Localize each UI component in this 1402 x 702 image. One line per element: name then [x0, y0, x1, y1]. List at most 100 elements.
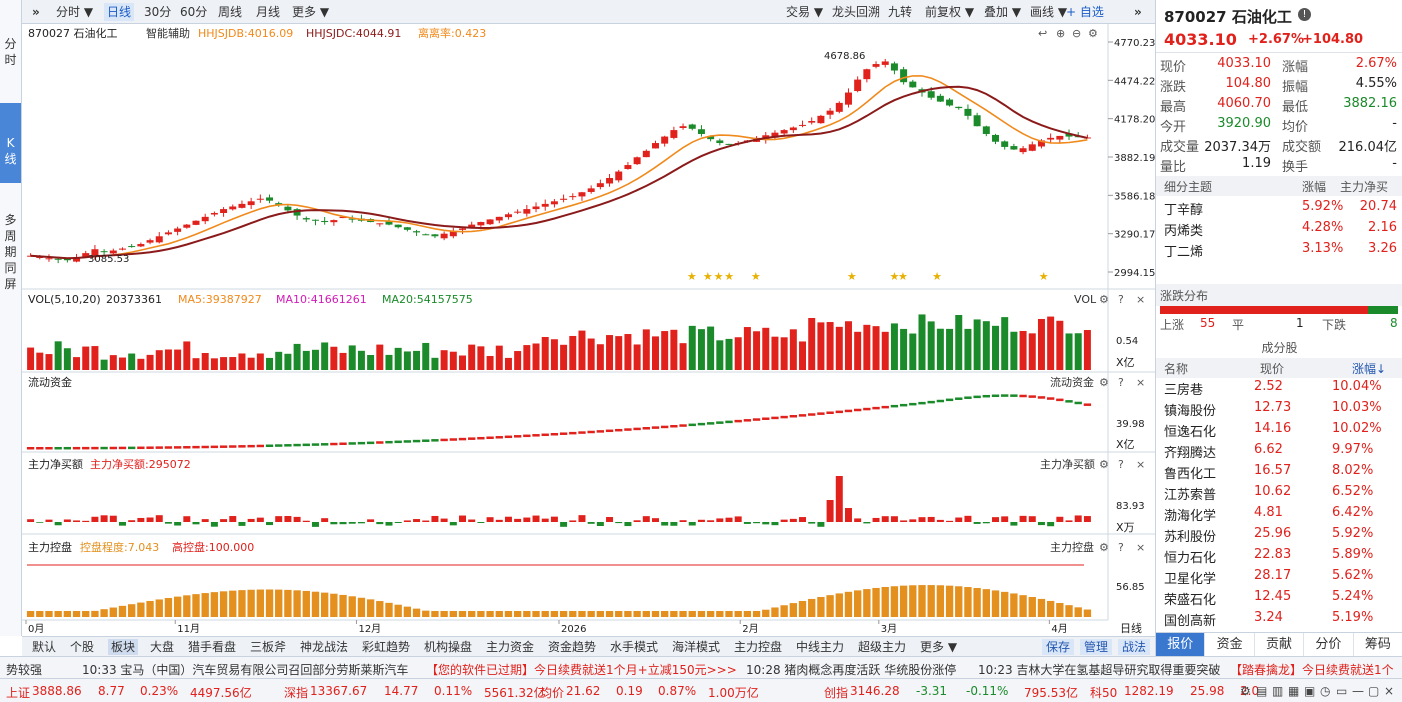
ticker-item-0[interactable]: 势较强 [6, 663, 43, 677]
net-settings-icon[interactable]: ⚙ [1099, 458, 1109, 471]
stock-row[interactable]: 苏利股份 25.96 5.92% [1156, 525, 1402, 545]
stock-row[interactable]: 恒逸石化 14.16 10.02% [1156, 420, 1402, 440]
toolbar-icon[interactable]: ▭ [1336, 684, 1348, 698]
indicator-tab[interactable]: 海洋模式 [672, 640, 721, 654]
tab-price-dist[interactable]: 分价 [1304, 633, 1354, 656]
overlay-menu[interactable]: 叠加 ▼ [984, 5, 1022, 19]
tab-30min[interactable]: 30分 [144, 5, 172, 19]
info-icon[interactable]: ! [1298, 8, 1311, 21]
index-field[interactable]: 科50 [1090, 686, 1118, 700]
settings-icon[interactable]: ⚙ [1088, 27, 1098, 40]
tab-monthly[interactable]: 月线 [256, 5, 281, 19]
leftbar-multi-5[interactable]: 屏 [4, 277, 17, 291]
theme-row[interactable]: 丁辛醇 5.92% 20.74 [1156, 198, 1402, 218]
ticker-item-4[interactable]: 10:23 吉林大学在氢基超导研究取得重要突破 [978, 663, 1221, 677]
stock-row[interactable]: 卫星化学 28.17 5.62% [1156, 567, 1402, 587]
indicator-tab[interactable]: 主力资金 [486, 640, 535, 654]
tab-fund[interactable]: 资金 [1205, 633, 1255, 656]
index-field[interactable]: 均价 [540, 686, 565, 700]
leftbar-kline[interactable]: K 线 [0, 103, 21, 183]
tab-weekly[interactable]: 周线 [218, 5, 243, 19]
smart-assist-toggle[interactable]: 智能辅助 [146, 26, 190, 40]
stock-row[interactable]: 国创高新 3.24 5.19% [1156, 609, 1402, 629]
ticker-item-5[interactable]: 【踏春擒龙】今日续费就送1个 [1230, 663, 1394, 677]
indicator-tab[interactable]: 机构操盘 [424, 640, 473, 654]
ctrl-close-icon[interactable]: × [1136, 541, 1145, 554]
leftbar-multi-2[interactable]: 周 [4, 229, 17, 243]
indicator-tab[interactable]: 板块 [108, 639, 139, 655]
stocks-header-pct[interactable]: 涨幅↓ [1352, 362, 1387, 376]
ctrl-settings-icon[interactable]: ⚙ [1099, 541, 1109, 554]
index-field[interactable]: 深指 [284, 686, 309, 700]
toolbar-icon[interactable]: — [1352, 684, 1364, 698]
stock-row[interactable]: 渤海化学 4.81 6.42% [1156, 504, 1402, 524]
vol-close-icon[interactable]: × [1136, 293, 1145, 306]
ticker-item-1[interactable]: 10:33 宝马（中国）汽车贸易有限公司召回部分劳斯莱斯汽车 [82, 663, 409, 677]
toolbar-icon[interactable]: ▣ [1304, 684, 1316, 698]
tab-chips[interactable]: 筹码 [1354, 633, 1402, 656]
stock-row[interactable]: 齐翔腾达 6.62 9.97% [1156, 441, 1402, 461]
leftbar-fenshi-2[interactable]: 时 [4, 53, 17, 67]
flow-close-icon[interactable]: × [1136, 376, 1145, 389]
adjust-menu[interactable]: 前复权 ▼ [925, 5, 975, 19]
leader-review-button[interactable]: 龙头回溯 [832, 5, 881, 19]
kline-chart[interactable]: 870027 石油化工 智能辅助 HHJSJDB:4016.09 HHJSJDC… [22, 24, 1155, 636]
zoom-out-icon[interactable]: ⊖ [1072, 27, 1081, 40]
toolbar-icon[interactable]: ▥ [1272, 684, 1284, 698]
bottom-1[interactable]: 管理 [1080, 639, 1113, 655]
indicator-tab[interactable]: 猎手看盘 [188, 640, 237, 654]
theme-row[interactable]: 丁二烯 3.13% 3.26 [1156, 240, 1402, 260]
flow-settings-icon[interactable]: ⚙ [1099, 376, 1109, 389]
chart-area[interactable]: 870027 石油化工 智能辅助 HHJSJDB:4016.09 HHJSJDC… [22, 24, 1155, 636]
tab-60min[interactable]: 60分 [180, 5, 208, 19]
vol-settings-icon[interactable]: ⚙ [1099, 293, 1109, 306]
indicator-tab[interactable]: 个股 [70, 640, 95, 654]
draw-menu[interactable]: 画线 ▼ [1030, 5, 1068, 19]
tab-daily[interactable]: 日线 [104, 3, 135, 21]
toolbar-icon[interactable]: × [1384, 684, 1395, 698]
stock-row[interactable]: 三房巷 2.52 10.04% [1156, 378, 1402, 398]
net-close-icon[interactable]: × [1136, 458, 1145, 471]
flow-help-icon[interactable]: ? [1118, 376, 1124, 389]
tab-fenshi[interactable]: 分时 ▼ [56, 5, 94, 19]
indicator-tab[interactable]: 神龙战法 [300, 640, 349, 654]
indicator-tab[interactable]: 彩虹趋势 [362, 640, 411, 654]
tab-more[interactable]: 更多 ▼ [292, 5, 330, 19]
toolbar-icon[interactable]: ◷ [1320, 684, 1331, 698]
indicator-tab[interactable]: 三板斧 [250, 640, 287, 654]
indicator-tab[interactable]: 默认 [32, 640, 57, 654]
leftbar-multi-4[interactable]: 同 [4, 261, 17, 275]
leftbar-multi-3[interactable]: 期 [4, 245, 17, 259]
zoom-in-icon[interactable]: ⊕ [1056, 27, 1065, 40]
ctrl-help-icon[interactable]: ? [1118, 541, 1124, 554]
toolbar-icon[interactable]: ▢ [1368, 684, 1380, 698]
ticker-item-3[interactable]: 10:28 猪肉概念再度活跃 华统股份涨停 [746, 663, 957, 677]
toolbar-icon[interactable]: ⚙ [1240, 684, 1251, 698]
indicator-tab[interactable]: 主力控盘 [734, 640, 783, 654]
indicator-tab[interactable]: 超级主力 [858, 640, 907, 654]
ticker-item-2[interactable]: 【您的软件已过期】今日续费就送1个月+立减150元>>> [426, 663, 737, 677]
bottom-0[interactable]: 保存 [1042, 639, 1075, 655]
net-help-icon[interactable]: ? [1118, 458, 1124, 471]
stock-row[interactable]: 镇海股份 12.73 10.03% [1156, 399, 1402, 419]
indicator-tab[interactable]: 更多 ▼ [920, 640, 958, 654]
indicator-tab[interactable]: 资金趋势 [548, 640, 597, 654]
leftbar-multi-1[interactable]: 多 [4, 213, 17, 227]
indicator-tab[interactable]: 中线主力 [796, 640, 845, 654]
leftbar-fenshi-1[interactable]: 分 [4, 37, 17, 51]
index-field[interactable]: 创指 [824, 686, 849, 700]
theme-row[interactable]: 丙烯类 4.28% 2.16 [1156, 219, 1402, 239]
stock-row[interactable]: 恒力石化 22.83 5.89% [1156, 546, 1402, 566]
vol-help-icon[interactable]: ? [1118, 293, 1124, 306]
indicator-tab[interactable]: 大盘 [150, 640, 175, 654]
index-field[interactable]: 上证 [6, 686, 31, 700]
tab-quote[interactable]: 报价 [1156, 633, 1206, 656]
collapse-icon[interactable]: » [32, 5, 40, 19]
toolbar-icon[interactable]: ▤ [1256, 684, 1268, 698]
back-icon[interactable]: ↩ [1038, 27, 1047, 40]
trade-menu[interactable]: 交易 ▼ [786, 5, 824, 19]
toolbar-icon[interactable]: ▦ [1288, 684, 1300, 698]
stock-row[interactable]: 鲁西化工 16.57 8.02% [1156, 462, 1402, 482]
bottom-2[interactable]: 战法 [1118, 639, 1151, 655]
nine-turn-button[interactable]: 九转 [888, 5, 913, 19]
